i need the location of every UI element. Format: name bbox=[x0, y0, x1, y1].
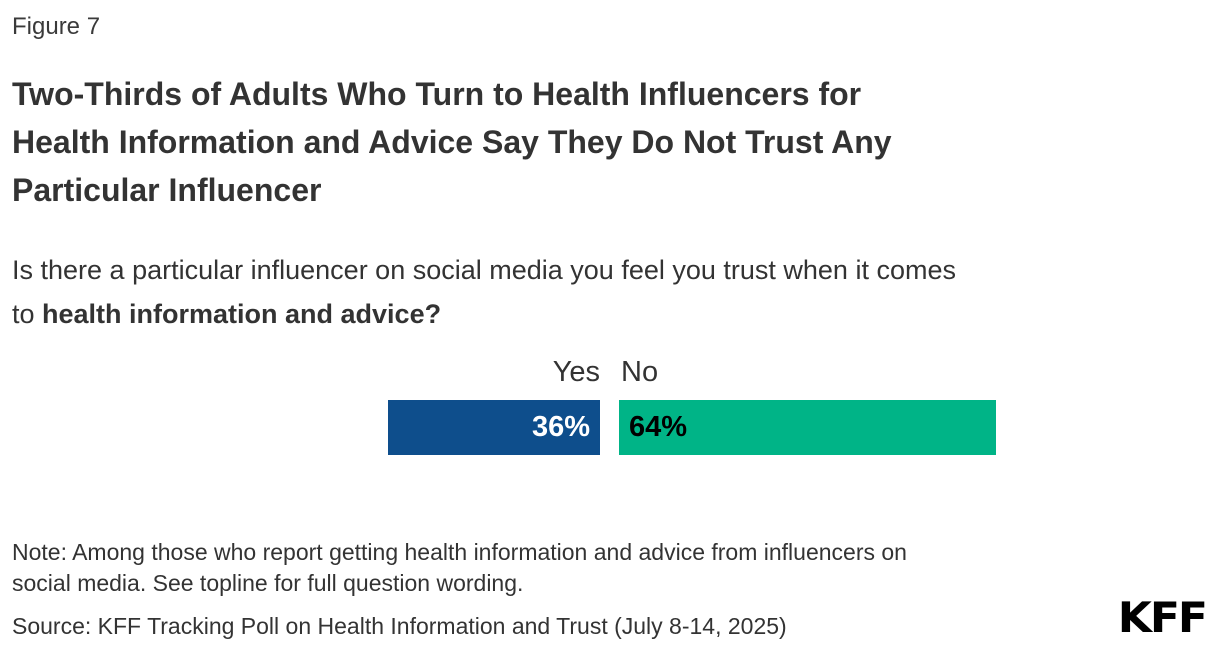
bar-yes-value-label: 36% bbox=[531, 411, 590, 443]
chart-title-line-2: Health Information and Advice Say They D… bbox=[12, 124, 892, 160]
subtitle-line-2-bold: health information and advice? bbox=[42, 299, 442, 329]
bar-no: 64% bbox=[619, 400, 996, 455]
chart-subtitle-question: Is there a particular influencer on soci… bbox=[12, 248, 1208, 336]
source-attribution: Source: KFF Tracking Poll on Health Info… bbox=[12, 613, 787, 639]
chart-title-line-3: Particular Influencer bbox=[12, 172, 322, 208]
footnote: Note: Among those who report getting hea… bbox=[12, 537, 1208, 599]
legend-label-yes: Yes bbox=[552, 356, 600, 388]
figure-label: Figure 7 bbox=[12, 13, 101, 40]
bar-no-value-label: 64% bbox=[629, 411, 688, 443]
bar-row: 36% 64% bbox=[388, 400, 996, 455]
chart-title: Two-Thirds of Adults Who Turn to Health … bbox=[12, 70, 1208, 214]
subtitle-line-1: Is there a particular influencer on soci… bbox=[12, 255, 956, 285]
bar-chart: Yes No 36% 64% bbox=[388, 354, 996, 455]
bar-yes: 36% bbox=[388, 400, 600, 455]
kff-logo: KFF bbox=[1117, 593, 1208, 642]
subtitle-line-2-regular: to bbox=[12, 299, 43, 329]
footnote-line-1: Note: Among those who report getting hea… bbox=[12, 539, 907, 565]
footnote-line-2: social media. See topline for full quest… bbox=[12, 570, 524, 596]
chart-title-line-1: Two-Thirds of Adults Who Turn to Health … bbox=[12, 76, 862, 112]
chart-legend: Yes No bbox=[388, 354, 996, 390]
legend-label-no: No bbox=[621, 356, 659, 388]
